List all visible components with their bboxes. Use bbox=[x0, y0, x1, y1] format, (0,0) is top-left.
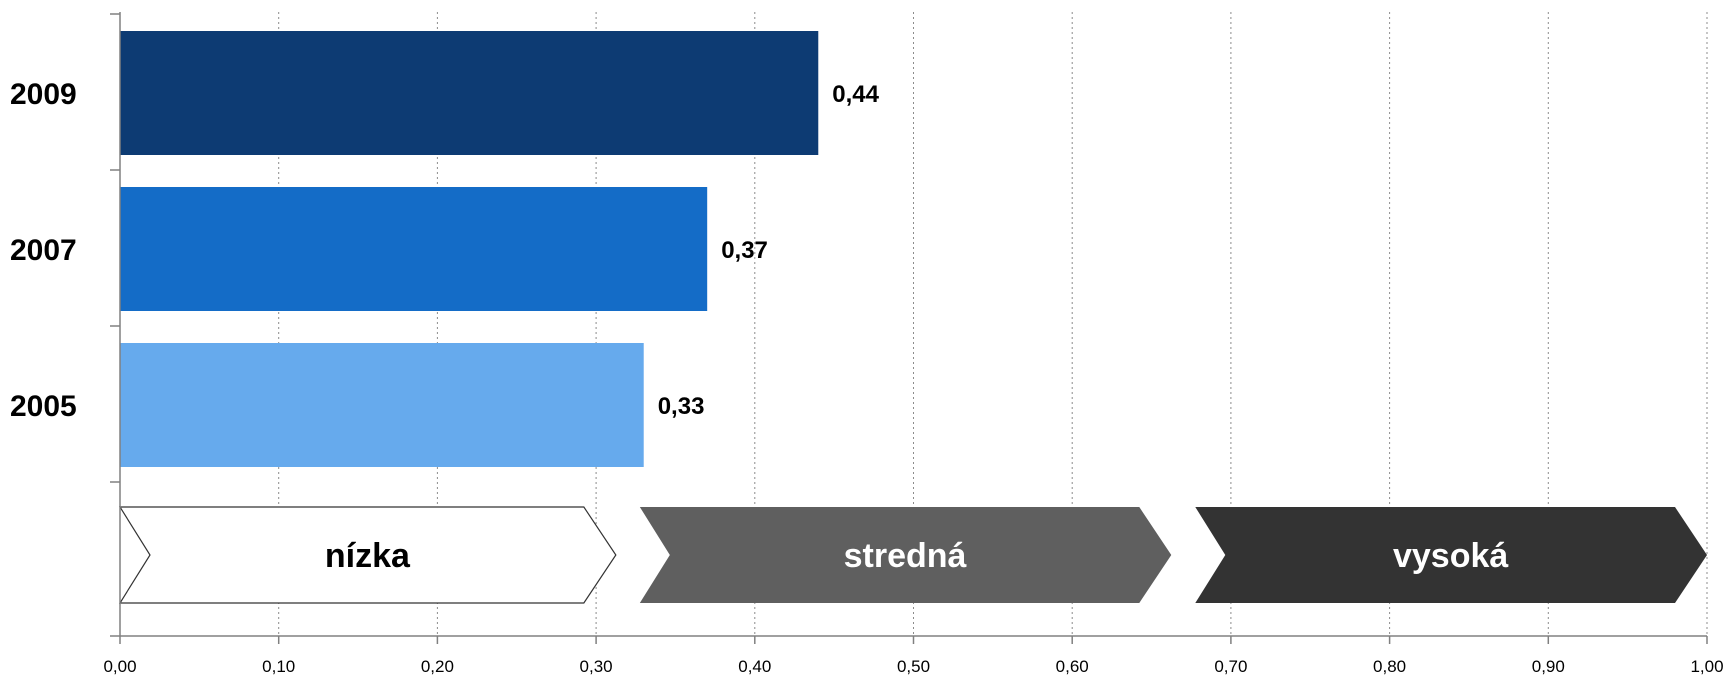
bar bbox=[120, 343, 644, 467]
x-tick-label: 0,20 bbox=[421, 657, 454, 676]
x-tick-label: 0,60 bbox=[1056, 657, 1089, 676]
axes bbox=[110, 12, 1708, 644]
data-label: 0,37 bbox=[721, 237, 768, 264]
range-band-arrow bbox=[1195, 507, 1707, 603]
x-tick-label: 0,10 bbox=[262, 657, 295, 676]
data-label: 0,33 bbox=[658, 393, 705, 420]
x-tick-label: 0,00 bbox=[103, 657, 136, 676]
bars bbox=[120, 31, 819, 467]
x-tick-label: 0,70 bbox=[1214, 657, 1247, 676]
range-band-label: stredná bbox=[844, 537, 967, 575]
labels: 0,44 2009 0,37 2007 0,33 2005 0,00 0,10 0,20 0,30… bbox=[10, 78, 1724, 676]
range-band-label: vysoká bbox=[1393, 537, 1508, 575]
category-label: 2005 bbox=[10, 390, 77, 423]
x-tick-label: 0,80 bbox=[1373, 657, 1406, 676]
x-tick-label: 0,50 bbox=[897, 657, 930, 676]
range-band-arrow bbox=[118, 506, 617, 604]
category-label: 2009 bbox=[10, 78, 77, 111]
range-band-label: nízka bbox=[325, 537, 411, 575]
range-band-arrow bbox=[639, 507, 1172, 603]
bar bbox=[120, 31, 819, 155]
data-label: 0,44 bbox=[832, 81, 879, 108]
bar bbox=[120, 187, 708, 311]
x-tick-label: 0,30 bbox=[580, 657, 613, 676]
x-tick-label: 0,40 bbox=[738, 657, 771, 676]
range-bands: nízka stredná vysoká bbox=[118, 506, 1707, 604]
x-tick-label: 1,00 bbox=[1690, 657, 1723, 676]
category-label: 2007 bbox=[10, 234, 77, 267]
x-tick-label: 0,90 bbox=[1532, 657, 1565, 676]
